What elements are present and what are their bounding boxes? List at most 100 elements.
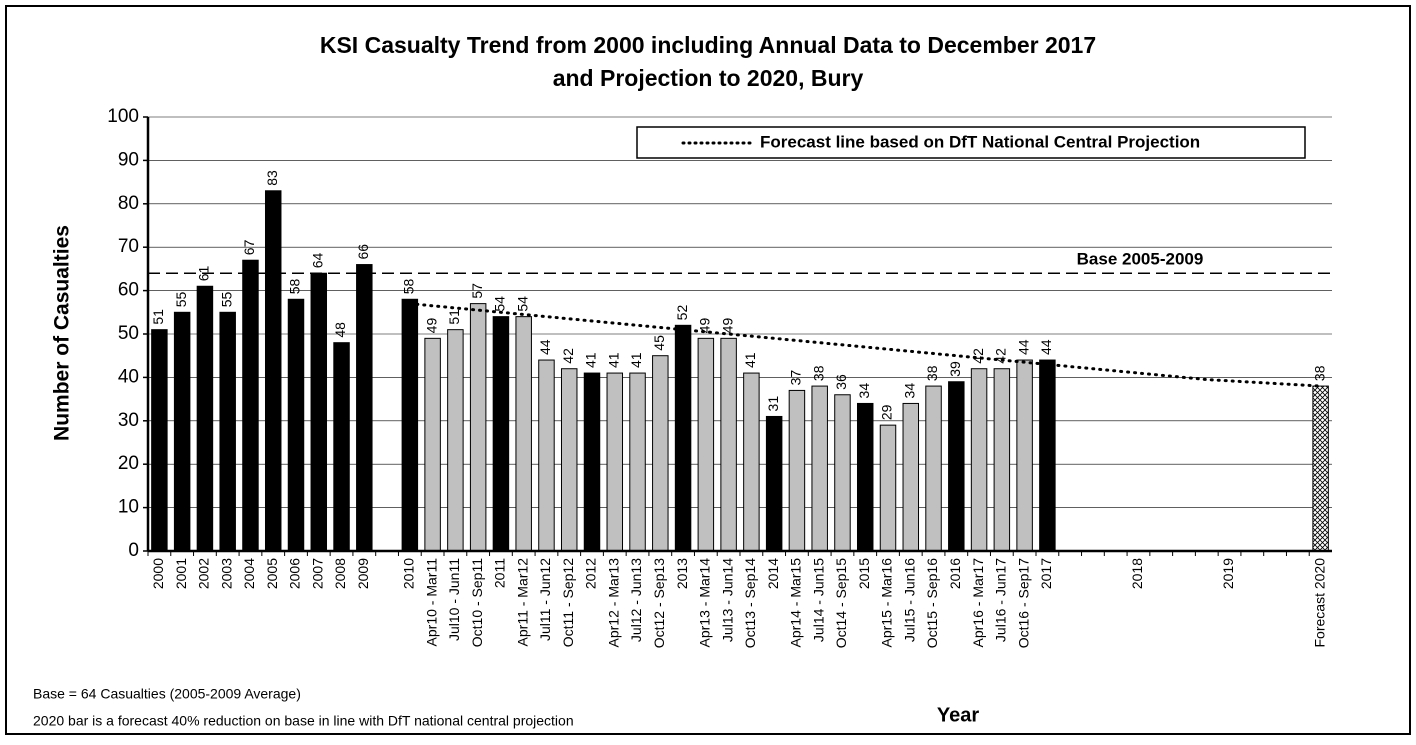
data-label: 45 bbox=[651, 335, 667, 351]
x-tick-label: Apr12 - Mar13 bbox=[605, 558, 621, 648]
bar bbox=[856, 402, 874, 552]
x-tick-label: 2003 bbox=[218, 558, 234, 589]
bar bbox=[287, 298, 305, 552]
bar bbox=[1039, 359, 1056, 552]
x-tick-label: 2002 bbox=[196, 558, 212, 589]
x-tick-label: Jul16 - Jun17 bbox=[993, 558, 1009, 642]
x-tick-label: Apr10 - Mar11 bbox=[423, 558, 439, 647]
chart-subtitle: and Projection to 2020, Bury bbox=[553, 65, 864, 91]
data-label: 44 bbox=[537, 339, 553, 355]
y-tick-label: 50 bbox=[118, 323, 139, 344]
footnote: 2020 bar is a forecast 40% reduction on … bbox=[33, 713, 574, 729]
data-label: 36 bbox=[833, 374, 849, 390]
y-tick-label: 30 bbox=[118, 410, 139, 431]
data-label: 51 bbox=[150, 309, 166, 325]
y-tick-label: 20 bbox=[118, 453, 139, 474]
data-label: 83 bbox=[264, 170, 280, 186]
bar bbox=[333, 342, 350, 552]
bar bbox=[834, 394, 851, 552]
x-tick-label: Jul13 - Jun14 bbox=[719, 558, 735, 642]
x-tick-label: Apr14 - Mar15 bbox=[788, 558, 804, 648]
y-tick-label: 40 bbox=[118, 366, 139, 387]
x-tick-label: 2007 bbox=[309, 558, 325, 589]
bar bbox=[310, 272, 328, 552]
x-tick-label: Jul15 - Jun16 bbox=[901, 558, 917, 642]
bar bbox=[811, 385, 828, 552]
bar bbox=[242, 259, 259, 552]
bar bbox=[902, 402, 920, 552]
y-tick-label: 80 bbox=[118, 193, 139, 214]
bar bbox=[1312, 385, 1329, 552]
data-label: 55 bbox=[218, 292, 234, 308]
x-tick-label: Apr11 - Mar12 bbox=[514, 558, 530, 647]
bar bbox=[993, 368, 1011, 552]
x-axis-label: Year bbox=[937, 704, 979, 726]
bar bbox=[1016, 359, 1033, 552]
bar bbox=[788, 389, 806, 552]
footnote: Base = 64 Casualties (2005-2009 Average) bbox=[33, 686, 301, 702]
x-tick-label: Apr13 - Mar14 bbox=[697, 558, 713, 648]
x-tick-label: 2017 bbox=[1038, 558, 1054, 589]
data-label: 42 bbox=[560, 348, 576, 364]
data-label: 54 bbox=[492, 296, 508, 312]
x-tick-label: 2018 bbox=[1129, 558, 1145, 589]
y-tick-label: 10 bbox=[118, 497, 139, 518]
data-label: 41 bbox=[742, 352, 758, 368]
data-label: 64 bbox=[309, 252, 325, 268]
y-tick-label: 90 bbox=[118, 149, 139, 170]
bar bbox=[447, 329, 464, 552]
data-label: 49 bbox=[423, 318, 439, 334]
x-tick-label: Oct12 - Sep13 bbox=[651, 558, 667, 648]
x-tick-label: 2005 bbox=[264, 558, 280, 589]
x-tick-label: 2008 bbox=[332, 558, 348, 589]
x-tick-label: Oct15 - Sep16 bbox=[924, 558, 940, 648]
x-tick-label: 2013 bbox=[674, 558, 690, 589]
x-tick-label: 2015 bbox=[856, 558, 872, 589]
x-tick-label: 2012 bbox=[583, 558, 599, 589]
data-label: 66 bbox=[355, 244, 371, 260]
x-tick-label: Oct16 - Sep17 bbox=[1015, 558, 1031, 648]
bar bbox=[264, 190, 282, 552]
x-tick-label: 2000 bbox=[150, 558, 166, 589]
x-tick-label: Jul14 - Jun15 bbox=[810, 558, 826, 642]
bar bbox=[765, 415, 783, 552]
y-axis-label: Number of Casualties bbox=[51, 225, 74, 441]
bar bbox=[515, 316, 532, 552]
x-tick-label: 2004 bbox=[241, 558, 257, 589]
x-tick-label: Jul11 - Jun12 bbox=[537, 558, 553, 641]
data-label: 44 bbox=[1015, 339, 1031, 355]
data-label: 37 bbox=[788, 370, 804, 386]
data-label: 51 bbox=[446, 309, 462, 325]
bar bbox=[356, 264, 373, 552]
bar bbox=[606, 372, 624, 552]
y-tick-label: 60 bbox=[118, 280, 139, 301]
bar bbox=[743, 372, 760, 552]
data-label: 54 bbox=[514, 296, 530, 312]
data-label: 49 bbox=[719, 318, 735, 334]
data-label: 39 bbox=[947, 361, 963, 377]
x-tick-label: 2019 bbox=[1220, 558, 1236, 589]
data-label: 44 bbox=[1038, 339, 1054, 355]
bar bbox=[560, 368, 578, 552]
bar bbox=[151, 329, 168, 552]
data-label: 34 bbox=[901, 383, 917, 399]
bar bbox=[538, 359, 555, 552]
bar bbox=[652, 355, 669, 552]
bar bbox=[697, 337, 715, 552]
x-tick-label: Forecast 2020 bbox=[1311, 558, 1327, 648]
data-label: 48 bbox=[332, 322, 348, 338]
data-label: 57 bbox=[469, 283, 485, 299]
data-label: 52 bbox=[674, 305, 690, 321]
x-tick-label: 2011 bbox=[492, 558, 508, 588]
x-tick-label: Jul10 - Jun11 bbox=[446, 558, 462, 641]
bar bbox=[879, 424, 897, 552]
data-label: 61 bbox=[196, 265, 212, 281]
bar bbox=[583, 372, 601, 552]
data-label: 58 bbox=[287, 278, 303, 294]
forecast-line bbox=[408, 302, 1323, 388]
x-tick-label: Jul12 - Jun13 bbox=[628, 558, 644, 642]
data-label: 34 bbox=[856, 383, 872, 399]
data-label: 55 bbox=[173, 292, 189, 308]
data-label: 41 bbox=[605, 352, 621, 368]
